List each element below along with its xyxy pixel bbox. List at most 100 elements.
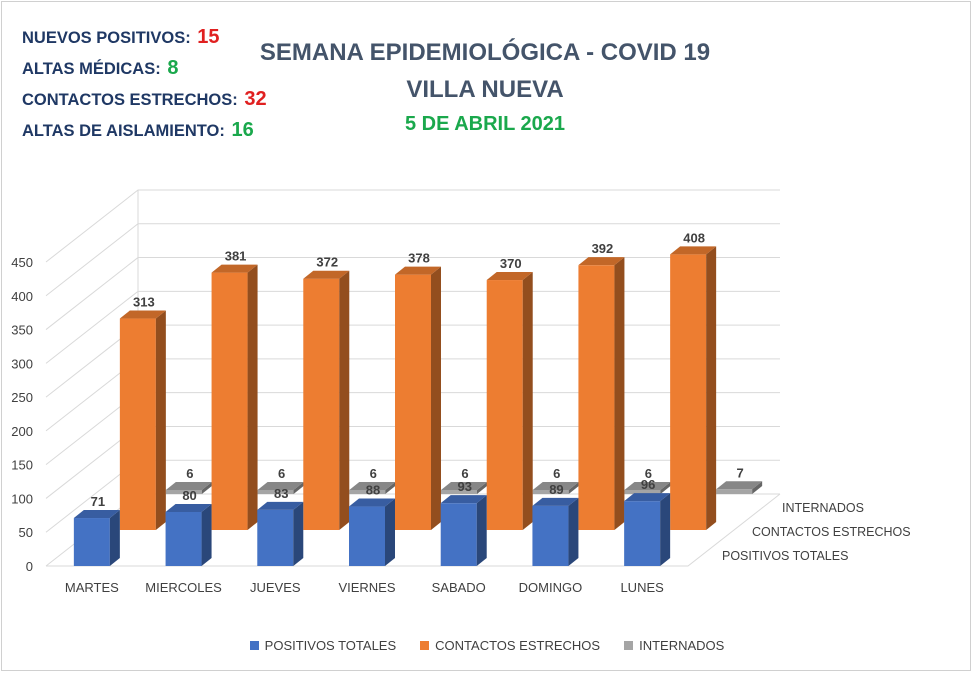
data-label: 80 <box>182 488 196 503</box>
legend-label: POSITIVOS TOTALES <box>264 638 397 653</box>
data-label: 83 <box>274 486 288 501</box>
bar-side <box>339 270 350 530</box>
y-tick-label: 350 <box>11 323 33 338</box>
bar-side <box>522 272 533 530</box>
bar-front <box>165 511 202 566</box>
x-tick-label: SABADO <box>432 580 486 595</box>
data-label: 88 <box>366 483 380 498</box>
data-label: 96 <box>641 477 655 492</box>
data-label: 378 <box>408 251 430 266</box>
stat-label: ALTAS MÉDICAS: <box>22 60 161 78</box>
data-label: 6 <box>461 466 468 481</box>
bar-side <box>431 266 441 530</box>
bar-front <box>486 280 523 530</box>
bar-front <box>73 518 110 566</box>
data-label: 392 <box>592 241 614 256</box>
series-positivos-totales: 71 80 83 88 93 89 96 <box>73 477 671 566</box>
bar-side <box>706 246 717 530</box>
stat-label: ALTAS DE AISLAMIENTO: <box>22 122 225 140</box>
stat-nuevos-positivos: NUEVOS POSITIVOS: 15 <box>22 22 267 53</box>
bar-side <box>660 481 671 494</box>
summary-panel: NUEVOS POSITIVOS: 15 ALTAS MÉDICAS: 8 CO… <box>22 22 267 146</box>
bar-side <box>385 498 395 566</box>
bar-front <box>624 501 661 566</box>
bar-side <box>201 481 212 494</box>
chart-date: 5 DE ABRIL 2021 <box>404 113 566 135</box>
bar-front <box>257 489 294 494</box>
data-label: 89 <box>549 482 563 497</box>
legend-swatch <box>420 641 430 650</box>
y-tick-label: 0 <box>26 559 33 574</box>
bar-front <box>624 489 661 494</box>
x-tick-label: VIERNES <box>338 580 395 595</box>
bar-side <box>752 481 763 494</box>
y-tick-label: 300 <box>11 356 33 371</box>
data-label: 370 <box>500 256 522 271</box>
bar-side <box>477 481 487 494</box>
stat-value: 15 <box>197 26 220 48</box>
data-label: 381 <box>225 249 247 264</box>
chart-subtitle: VILLA NUEVA <box>406 76 564 103</box>
bar-front <box>349 506 385 566</box>
bar-top <box>716 481 763 490</box>
legend-label: CONTACTOS ESTRECHOS <box>435 638 601 653</box>
depth-axis-label: CONTACTOS ESTRECHOS <box>752 525 911 539</box>
bar-top <box>670 246 717 255</box>
bar-side <box>476 495 487 566</box>
series-contactos-estrechos: 313 381 372 378 370 392 408 <box>119 230 717 530</box>
bar-top <box>624 481 671 490</box>
series-internados: 6 6 6 6 6 6 7 <box>165 465 763 494</box>
bar-front <box>395 274 431 530</box>
data-label: 6 <box>645 466 652 481</box>
legend-item-contactos: CONTACTOS ESTRECHOS <box>420 638 600 653</box>
bar-top <box>257 481 304 490</box>
x-tick-label: MARTES <box>65 580 119 595</box>
data-label: 6 <box>186 466 193 481</box>
bar-front <box>349 489 386 494</box>
bar-side <box>109 510 120 566</box>
legend-label: INTERNADOS <box>639 638 725 653</box>
stat-value: 16 <box>231 119 254 141</box>
bar-side <box>293 481 304 494</box>
data-label: 7 <box>737 465 744 480</box>
bar-top <box>395 266 441 275</box>
data-label: 313 <box>133 295 155 310</box>
bar-front <box>716 489 753 494</box>
data-label: 408 <box>683 230 705 245</box>
legend-item-positivos: POSITIVOS TOTALES <box>249 638 397 653</box>
bar-top <box>73 510 120 519</box>
legend-item-internados: INTERNADOS <box>624 638 724 653</box>
bar-front <box>440 503 477 566</box>
y-tick-label: 50 <box>19 525 33 540</box>
y-tick-label: 250 <box>11 390 33 405</box>
legend-swatch <box>624 641 634 650</box>
stat-altas-medicas: ALTAS MÉDICAS: 8 <box>22 53 267 84</box>
stat-contactos-estrechos: CONTACTOS ESTRECHOS: 32 <box>22 84 267 115</box>
depth-axis-label: POSITIVOS TOTALES <box>722 549 848 563</box>
bar-side <box>385 481 396 494</box>
bar-top <box>532 497 579 506</box>
bar-top <box>578 257 625 266</box>
bar-front <box>532 505 569 566</box>
bar-front <box>441 489 477 494</box>
bar-front <box>578 265 615 530</box>
y-tick-label: 450 <box>11 255 33 270</box>
bar-side <box>155 310 166 530</box>
bar-side <box>201 503 212 566</box>
chart-legend: POSITIVOS TOTALES CONTACTOS ESTRECHOS IN… <box>0 638 974 653</box>
x-tick-label: MIERCOLES <box>145 580 222 595</box>
bar-top <box>165 503 212 512</box>
bar-front <box>670 254 707 530</box>
y-tick-label: 100 <box>11 491 33 506</box>
bar-side <box>660 493 671 566</box>
bar-top <box>165 481 212 490</box>
bar-top <box>486 272 533 281</box>
data-label: 6 <box>278 466 285 481</box>
y-tick-label: 200 <box>11 424 33 439</box>
data-label: 93 <box>457 479 471 494</box>
bar-front <box>303 278 340 530</box>
chart-title: SEMANA EPIDEMIOLÓGICA - COVID 19 <box>259 39 711 66</box>
bar-side <box>568 497 579 566</box>
bar-front <box>532 489 569 494</box>
